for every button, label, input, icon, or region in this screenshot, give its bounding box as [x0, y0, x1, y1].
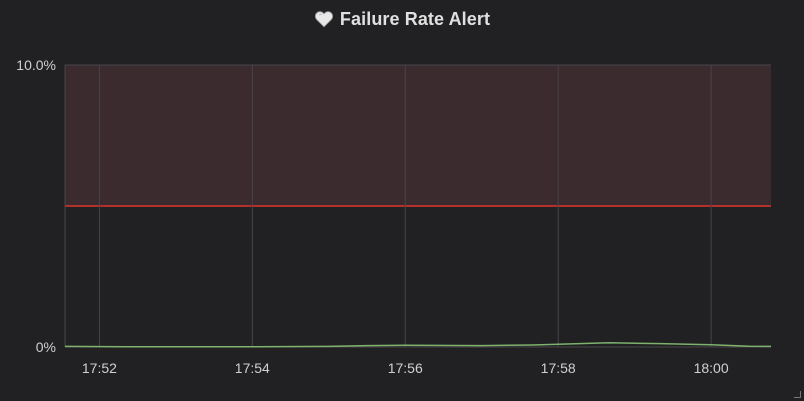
x-tick-label: 17:56 [388, 360, 423, 376]
y-tick-label: 10.0% [16, 57, 56, 73]
threshold-region [65, 65, 771, 206]
panel-header: Failure Rate Alert [0, 0, 804, 38]
x-tick-label: 17:54 [235, 360, 270, 376]
series-line [64, 342, 772, 348]
panel-title: Failure Rate Alert [339, 8, 491, 29]
x-tick-label: 17:52 [82, 360, 117, 376]
resize-handle[interactable] [794, 391, 801, 398]
y-tick-label: 0% [36, 339, 56, 355]
panel-title-button[interactable]: Failure Rate Alert [314, 9, 490, 30]
x-tick-label: 17:58 [541, 360, 576, 376]
x-tick-label: 18:00 [694, 360, 729, 376]
heart-icon [314, 11, 333, 28]
